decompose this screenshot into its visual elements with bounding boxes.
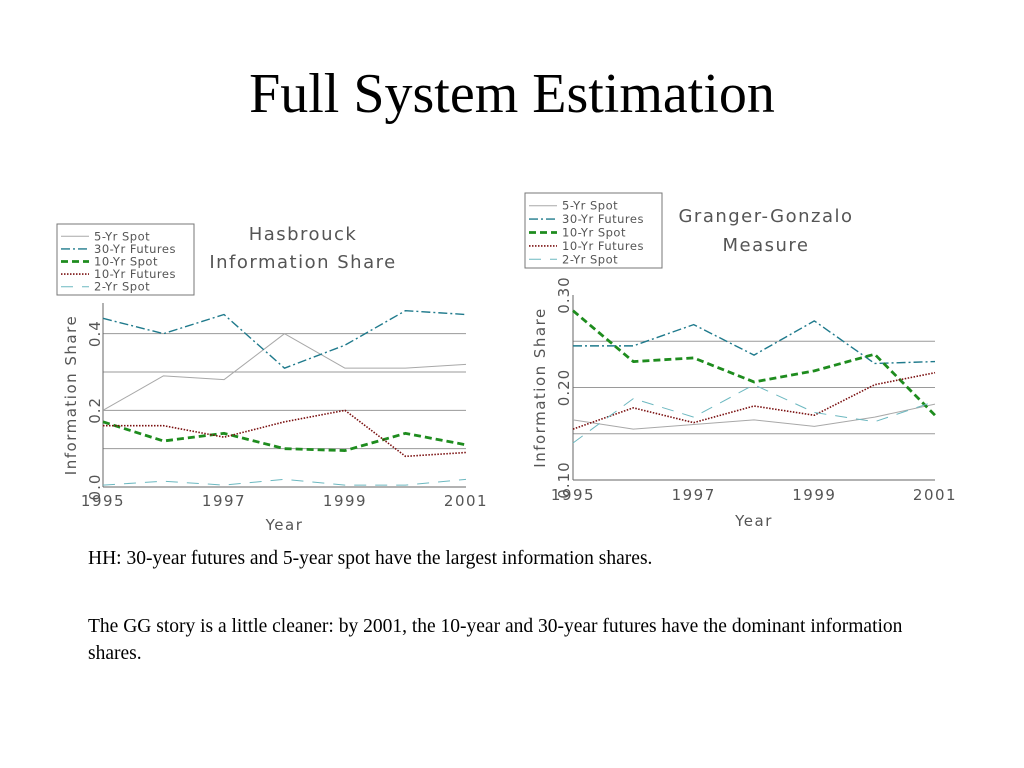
series-line-10-yr-futures xyxy=(103,409,467,458)
y-tick-label: 0.10 xyxy=(555,461,573,498)
series-line-5-yr-spot xyxy=(102,333,467,411)
x-tick-label: 2001 xyxy=(913,486,957,504)
series-line-10-yr-futures xyxy=(572,371,936,430)
slide-title: Full System Estimation xyxy=(249,63,775,125)
y-axis-label: Information Share xyxy=(62,315,80,475)
legend-label: 30-Yr Futures xyxy=(562,212,644,226)
legend-label: 10-Yr Futures xyxy=(562,239,644,253)
legend-label: 30-Yr Futures xyxy=(94,242,176,256)
series-line-10-yr-spot xyxy=(102,420,467,452)
x-tick-label: 1997 xyxy=(672,486,716,504)
y-axis-label: Information Share xyxy=(531,307,549,467)
y-tick-label: 0.2 xyxy=(86,397,104,424)
legend-label: 2-Yr Spot xyxy=(562,252,618,266)
legend-label: 2-Yr Spot xyxy=(94,280,150,294)
chart-title-line: Granger-Gonzalo xyxy=(678,206,853,227)
y-tick-label: 0.20 xyxy=(555,369,573,406)
y-tick-label: 0.4 xyxy=(86,320,104,347)
series-line-2-yr-spot xyxy=(572,384,936,444)
series-line-30-yr-futures xyxy=(102,309,467,369)
series-line-5-yr-spot xyxy=(572,403,936,430)
gg-summary-text: The GG story is a little cleaner: by 200… xyxy=(88,616,903,664)
series-line-30-yr-futures xyxy=(573,320,936,365)
legend-label: 5-Yr Spot xyxy=(94,229,150,243)
x-tick-label: 1999 xyxy=(792,486,836,504)
chart-title-line: Information Share xyxy=(209,252,396,273)
legend-label: 10-Yr Spot xyxy=(562,226,626,240)
x-tick-label: 1999 xyxy=(323,492,367,510)
x-tick-label: 1995 xyxy=(81,492,125,510)
legend-label: 10-Yr Futures xyxy=(94,267,176,281)
x-tick-label: 1997 xyxy=(202,492,246,510)
x-axis-label: Year xyxy=(265,516,304,534)
chart-title-line: Hasbrouck xyxy=(249,224,358,245)
y-tick-label: 0.0 xyxy=(86,474,104,501)
x-tick-label: 1995 xyxy=(551,486,595,504)
chart-title-line: Measure xyxy=(723,235,810,256)
series-line-10-yr-spot xyxy=(572,309,936,417)
x-tick-label: 2001 xyxy=(444,492,488,510)
legend-label: 10-Yr Spot xyxy=(94,255,158,269)
y-tick-label: 0.30 xyxy=(555,276,573,313)
series-line-2-yr-spot xyxy=(102,478,467,486)
legend-label: 5-Yr Spot xyxy=(562,199,618,213)
x-axis-label: Year xyxy=(734,512,773,530)
hh-summary-text: HH: 30-year futures and 5-year spot have… xyxy=(88,548,653,569)
